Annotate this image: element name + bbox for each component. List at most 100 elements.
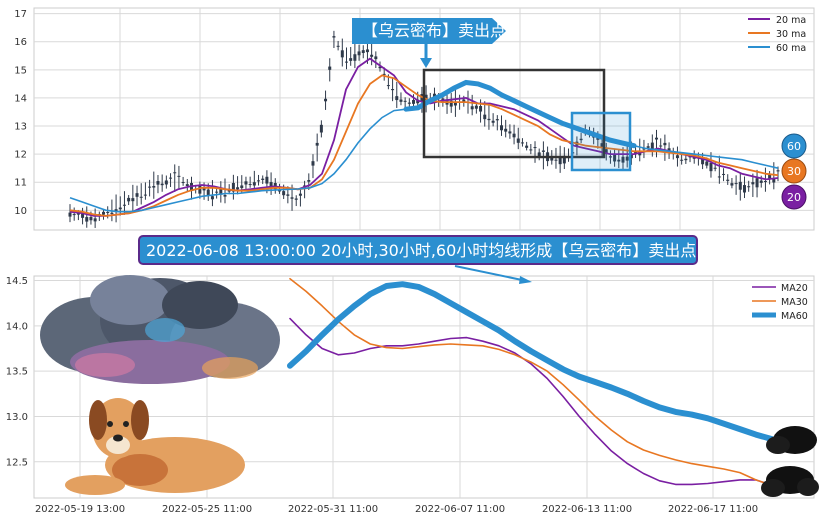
top-y-tick-5: 15 [14, 65, 27, 76]
bottom-x-tick-3: 2022-06-07 11:00 [415, 504, 505, 515]
candle-body [169, 177, 173, 179]
badge-30 [781, 158, 807, 184]
candle-body [520, 142, 524, 144]
candle-body [248, 184, 252, 186]
candle-body [378, 66, 382, 69]
legend-20ma: 20 ma [776, 15, 806, 26]
top-y-tick-2: 12 [14, 150, 27, 161]
candle-body [328, 66, 332, 70]
candle-body [579, 138, 583, 141]
candle-body [604, 149, 608, 154]
candle-body [340, 50, 344, 58]
candle-body [525, 145, 529, 148]
bottom-x-tick-5: 2022-06-17 11:00 [668, 504, 758, 515]
candle-body [709, 162, 713, 172]
candle-body [160, 183, 164, 186]
candle-body [558, 158, 562, 165]
candle-body [231, 182, 235, 192]
candle-body [407, 102, 411, 104]
candle-body [537, 152, 541, 158]
badge-60-label: 60 [787, 140, 801, 153]
bottom-x-tick-1: 2022-05-25 11:00 [162, 504, 252, 515]
candle-body [85, 217, 89, 222]
badge-20 [781, 184, 807, 210]
bottom-line-MA60 [287, 281, 775, 443]
candle-body [474, 105, 478, 109]
candle-body [391, 89, 395, 91]
candle-body [705, 161, 709, 166]
candle-body [81, 213, 85, 218]
candle-body [307, 179, 311, 182]
candle-body [738, 181, 742, 190]
candle-body [223, 194, 227, 197]
candle-body [365, 49, 369, 53]
bottom-x-tick-2: 2022-05-31 11:00 [288, 504, 378, 515]
candle-body [470, 106, 474, 110]
candle-body [102, 211, 106, 215]
candle-body [215, 191, 219, 193]
bottom-x-tick-0: 2022-05-19 13:00 [35, 504, 125, 515]
candle-body [395, 96, 399, 101]
candle-body [148, 186, 152, 188]
candle-body [449, 100, 453, 107]
candle-body [135, 193, 139, 197]
candle-body [143, 194, 147, 196]
candle-body [353, 54, 357, 61]
legend-ma20: MA20 [781, 283, 808, 294]
candle-body [252, 182, 256, 186]
candle-body [319, 124, 323, 133]
candle-body [110, 212, 114, 214]
candle-body [675, 155, 679, 159]
candle-body [659, 145, 663, 147]
candle-body [93, 218, 97, 222]
legend-ma30: MA30 [781, 297, 808, 308]
candle-body [374, 56, 378, 60]
bottom-y-tick-2: 13.5 [6, 367, 28, 378]
candle-body [550, 156, 554, 161]
candle-body [730, 183, 734, 186]
candle-body [768, 174, 772, 179]
bottom-x-tick-4: 2022-06-13 11:00 [542, 504, 632, 515]
candle-body [554, 159, 558, 161]
candle-body [734, 183, 738, 185]
candle-body [290, 197, 294, 199]
candle-body [533, 147, 537, 149]
bottom-y-tick-3: 14.0 [6, 321, 28, 332]
candle-body [772, 178, 776, 183]
candle-body [621, 156, 625, 163]
candle-body [177, 175, 181, 177]
candle-body [495, 119, 499, 121]
candle-body [701, 158, 705, 165]
badge-20-label: 20 [787, 191, 801, 204]
candle-body [173, 172, 177, 174]
candle-body [399, 99, 403, 102]
legend-60ma: 60 ma [776, 43, 806, 54]
bottom-legend: MA20 MA30 MA60 [752, 283, 808, 322]
candle-body [742, 185, 746, 193]
candle-body [210, 196, 214, 200]
candle-body [261, 178, 265, 180]
candle-body [286, 194, 290, 196]
candle-body [529, 149, 533, 151]
candle-body [642, 148, 646, 150]
candle-body [541, 150, 545, 152]
candle-body [202, 187, 206, 191]
candle-body [751, 182, 755, 185]
bottom-y-tick-4: 14.5 [6, 276, 28, 287]
candle-body [164, 180, 168, 185]
candle-body [516, 138, 520, 143]
candle-body [432, 93, 436, 98]
candle-body [453, 101, 457, 106]
candle-body [114, 209, 118, 213]
candle-body [315, 142, 319, 146]
candle-body [562, 155, 566, 164]
candle-body [500, 125, 504, 131]
candle-body [106, 212, 110, 214]
candle-body [403, 100, 407, 102]
dog-illustration [65, 398, 245, 495]
candle-body [361, 50, 365, 53]
banner-arrow-icon [519, 276, 532, 284]
candle-body [755, 178, 759, 188]
candle-body [722, 173, 726, 175]
candle-body [236, 187, 240, 190]
